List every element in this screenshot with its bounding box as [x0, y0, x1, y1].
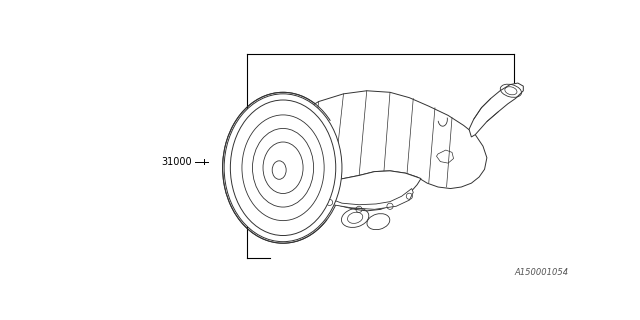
Text: A150001054: A150001054: [514, 268, 568, 277]
Ellipse shape: [230, 100, 336, 236]
Polygon shape: [324, 188, 413, 209]
Text: 31000: 31000: [162, 156, 193, 167]
Polygon shape: [298, 171, 421, 211]
Polygon shape: [292, 91, 487, 188]
Polygon shape: [469, 83, 524, 137]
Ellipse shape: [224, 94, 342, 242]
Ellipse shape: [230, 100, 336, 236]
Ellipse shape: [223, 92, 344, 243]
Polygon shape: [293, 106, 312, 127]
Polygon shape: [241, 103, 305, 200]
